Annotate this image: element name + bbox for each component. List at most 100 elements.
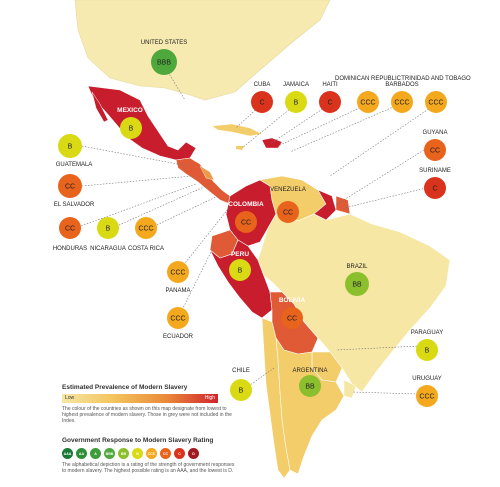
marker-paraguay: B PARAGUAY — [411, 330, 443, 361]
svg-text:NICARAGUA: NICARAGUA — [90, 246, 126, 252]
svg-text:CC: CC — [287, 316, 297, 323]
marker-argentina: ARGENTINA BB — [292, 368, 328, 397]
svg-text:SURINAME: SURINAME — [419, 168, 451, 174]
inland-markers: MEXICO B COLOMBIA CC VENEZUELA CC PERU B BOL… — [117, 107, 369, 397]
marker-barbados: CCC BARBADOS — [385, 82, 419, 113]
marker-mexico: MEXICO B — [117, 107, 143, 139]
svg-text:CUBA: CUBA — [254, 82, 271, 88]
svg-text:URUGUAY: URUGUAY — [412, 376, 442, 382]
rating-chip: D — [188, 448, 199, 459]
marker-suriname: C SURINAME — [419, 168, 451, 199]
svg-text:PERU: PERU — [231, 251, 249, 258]
svg-text:BRAZIL: BRAZIL — [346, 264, 368, 270]
svg-text:COSTA RICA: COSTA RICA — [128, 246, 164, 252]
svg-text:ARGENTINA: ARGENTINA — [292, 368, 327, 374]
svg-text:B: B — [238, 268, 243, 275]
response-legend-note: The alphabetical depiction is a rating o… — [62, 462, 235, 474]
svg-text:PANAMA: PANAMA — [166, 288, 191, 294]
marker-dominican-republic: CCC DOMINICAN REPUBLIC — [335, 76, 402, 113]
svg-text:CC: CC — [283, 210, 293, 217]
svg-text:CCC: CCC — [360, 100, 375, 107]
rating-chip: AA — [76, 448, 87, 459]
svg-text:PARAGUAY: PARAGUAY — [411, 330, 443, 336]
marker-peru: PERU B — [229, 251, 251, 281]
svg-text:BB: BB — [305, 384, 315, 391]
svg-text:CCC: CCC — [419, 394, 434, 401]
svg-text:HONDURAS: HONDURAS — [53, 246, 87, 252]
marker-uruguay: CCC URUGUAY — [412, 376, 442, 407]
svg-text:CCC: CCC — [394, 100, 409, 107]
argentina-shape — [275, 337, 345, 475]
svg-text:UNITED STATES: UNITED STATES — [141, 40, 187, 46]
svg-text:BB: BB — [352, 282, 362, 289]
marker-guyana: CC GUYANA — [423, 130, 448, 161]
svg-text:JAMAICA: JAMAICA — [283, 82, 309, 88]
svg-text:CC: CC — [430, 148, 440, 155]
marker-guatemala: B GUATEMALA — [56, 134, 93, 168]
svg-text:CHILE: CHILE — [232, 368, 250, 374]
prevalence-legend-title: Estimated Prevalence of Modern Slavery — [62, 384, 188, 391]
marker-bolivia: BOLIVIA CC — [279, 297, 306, 329]
svg-text:B: B — [294, 100, 299, 107]
rating-chip: A — [90, 448, 101, 459]
response-legend: Government Response to Modern Slavery Ra… — [62, 437, 237, 474]
svg-text:CCC: CCC — [138, 226, 153, 233]
marker-ecuador: CCC ECUADOR — [163, 307, 194, 340]
svg-text:BARBADOS: BARBADOS — [385, 82, 418, 88]
brazil-shape — [257, 213, 451, 393]
marker-panama: CCC PANAMA — [166, 261, 191, 294]
rating-chip: C — [174, 448, 185, 459]
svg-text:MEXICO: MEXICO — [117, 107, 143, 114]
marker-el-salvador: CC EL SALVADOR — [54, 174, 95, 208]
svg-text:B: B — [239, 388, 244, 395]
marker-venezuela: VENEZUELA CC — [270, 187, 306, 223]
svg-text:CCC: CCC — [170, 316, 185, 323]
svg-text:CC: CC — [65, 184, 75, 191]
marker-cuba: C CUBA — [251, 82, 273, 113]
marker-brazil: BRAZIL BB — [345, 264, 369, 296]
rating-chip: BB — [118, 448, 129, 459]
mexico-shape — [87, 85, 197, 161]
svg-text:C: C — [432, 186, 437, 193]
prevalence-legend: Estimated Prevalence of Modern Slavery L… — [62, 384, 237, 424]
svg-text:C: C — [327, 100, 332, 107]
response-legend-title: Government Response to Modern Slavery Ra… — [62, 437, 214, 444]
marker-costa-rica: CCC COSTA RICA — [128, 217, 164, 252]
svg-text:B: B — [129, 126, 134, 133]
marker-honduras: CC HONDURAS — [53, 217, 87, 252]
svg-text:BBB: BBB — [157, 60, 171, 67]
svg-text:COLOMBIA: COLOMBIA — [228, 201, 264, 208]
rating-scale: AAA AA A BBB BB B CCC CC C D — [62, 448, 237, 459]
svg-text:DOMINICAN REPUBLIC: DOMINICAN REPUBLIC — [335, 76, 402, 82]
svg-text:BOLIVIA: BOLIVIA — [279, 297, 306, 304]
svg-text:CCC: CCC — [170, 270, 185, 277]
svg-text:GUYANA: GUYANA — [423, 130, 448, 136]
prevalence-legend-note: The colour of the countries as shown on … — [62, 406, 232, 424]
svg-text:CC: CC — [241, 220, 251, 227]
svg-text:C: C — [259, 100, 264, 107]
svg-text:GUATEMALA: GUATEMALA — [56, 162, 93, 168]
svg-text:ECUADOR: ECUADOR — [163, 334, 194, 340]
svg-text:B: B — [106, 226, 111, 233]
svg-text:VENEZUELA: VENEZUELA — [270, 187, 306, 193]
marker-colombia: COLOMBIA CC — [228, 201, 264, 233]
svg-text:CC: CC — [65, 226, 75, 233]
uruguay-shape — [343, 379, 357, 399]
rating-chip: CCC — [146, 448, 157, 459]
marker-haiti: C HAITI — [319, 82, 341, 113]
svg-text:TRINIDAD AND TOBAGO: TRINIDAD AND TOBAGO — [401, 76, 471, 82]
rating-chip: B — [132, 448, 143, 459]
prevalence-gradient: Low High — [62, 394, 218, 403]
rating-chip: BBB — [104, 448, 115, 459]
svg-text:B: B — [68, 144, 73, 151]
svg-text:EL SALVADOR: EL SALVADOR — [54, 202, 95, 208]
north-america-land — [74, 0, 331, 101]
svg-text:CCC: CCC — [428, 100, 443, 107]
svg-text:B: B — [425, 348, 430, 355]
gradient-high-label: High — [204, 395, 215, 401]
marker-jamaica: B JAMAICA — [283, 82, 309, 113]
rating-chip: AAA — [62, 448, 73, 459]
marker-chile: B CHILE — [230, 368, 252, 401]
